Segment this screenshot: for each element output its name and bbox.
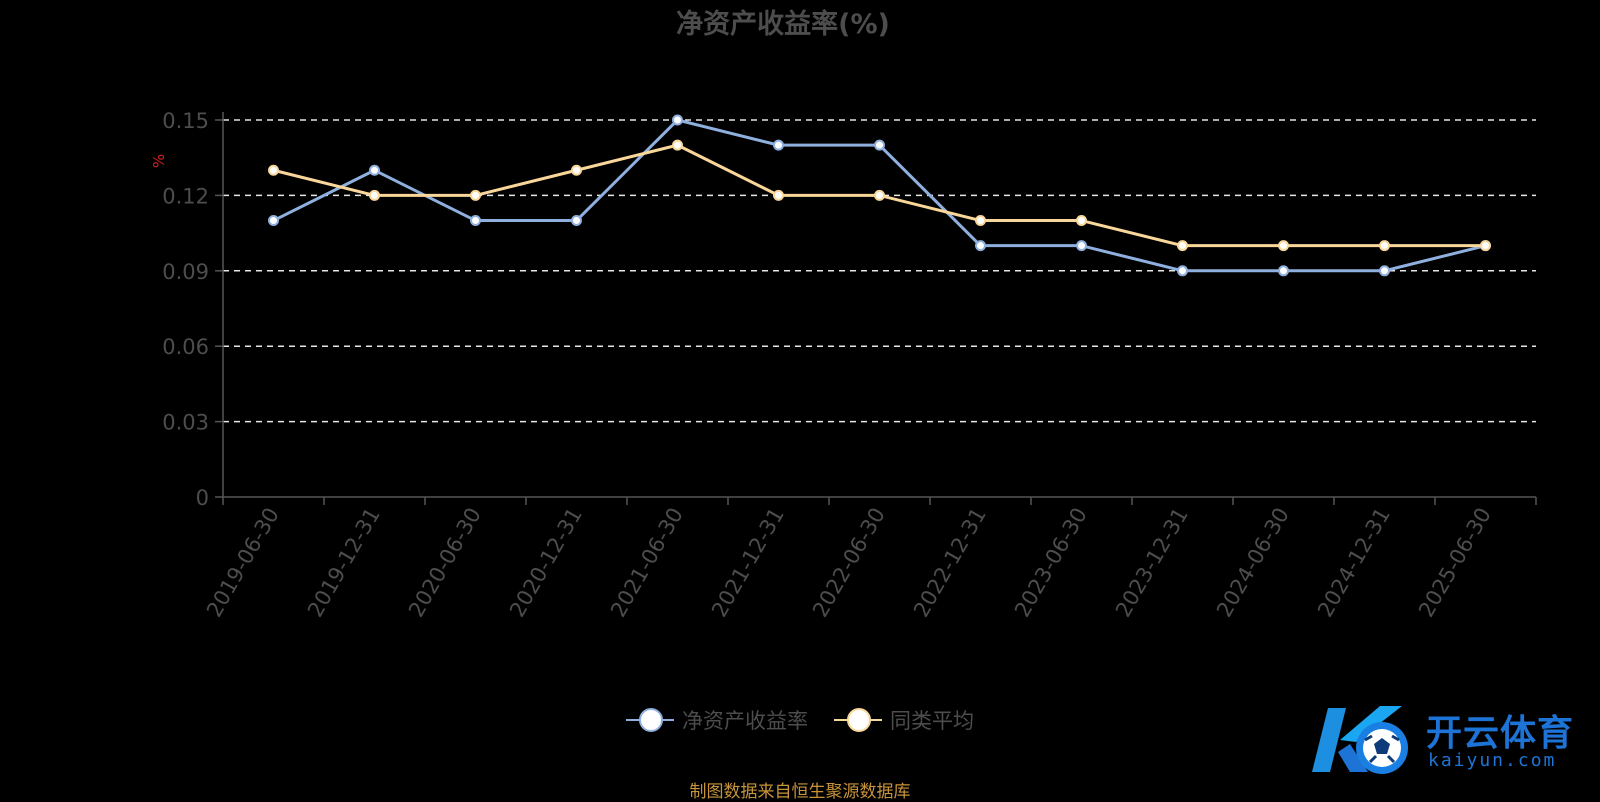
data-source-note: 制图数据来自恒生聚源数据库 [689,782,911,802]
data-point[interactable] [470,215,481,227]
x-tick-label: 2025-06-30 [1414,504,1496,622]
legend-label-peer-average: 同类平均 [890,709,974,733]
y-tick-label: 0.06 [162,335,209,359]
data-point[interactable] [975,240,986,252]
watermark: 开云体育 kaiyun.com [1310,700,1595,780]
series-peer-average [268,139,1491,252]
data-point[interactable] [874,139,885,151]
data-point[interactable] [874,189,885,201]
data-point[interactable] [773,139,784,151]
x-tick-label: 2023-06-30 [1010,504,1092,622]
x-tick-label: 2021-06-30 [606,504,688,622]
y-tick-label: 0.09 [162,260,209,284]
data-point[interactable] [1076,215,1087,227]
data-point[interactable] [1278,240,1289,252]
data-point[interactable] [571,215,582,227]
y-axis-unit-label: % [150,154,168,168]
x-tick-label: 2020-12-31 [505,504,587,622]
x-tick-label: 2023-12-31 [1111,504,1193,622]
data-point[interactable] [571,164,582,176]
legend-marker-peer-average [834,707,882,733]
x-tick-label: 2024-12-31 [1313,504,1395,622]
data-point[interactable] [1177,265,1188,277]
x-tick-label: 2022-12-31 [909,504,991,622]
series-roe [268,114,1491,277]
legend-label-roe: 净资产收益率 [682,709,808,733]
chart-title: 净资产收益率(%) [676,8,890,40]
data-point[interactable] [1480,240,1491,252]
data-point[interactable] [1278,265,1289,277]
data-point[interactable] [268,215,279,227]
line-chart: 净资产收益率(%) % 0 0.03 0.06 0.09 0.12 0.15 2019-06… [150,8,1537,622]
legend-item-roe[interactable]: 净资产收益率 [626,705,808,735]
x-tick-label: 2024-06-30 [1212,504,1294,622]
y-tick-label: 0.12 [162,184,209,208]
x-tick-label: 2019-12-31 [303,504,385,622]
data-point[interactable] [1379,265,1390,277]
x-tick-label: 2019-06-30 [202,504,284,622]
x-tick-label: 2021-12-31 [707,504,789,622]
legend-item-peer-average[interactable]: 同类平均 [834,705,974,735]
data-point[interactable] [975,215,986,227]
y-tick-label: 0.03 [162,411,209,435]
data-point[interactable] [1076,240,1087,252]
data-point[interactable] [773,189,784,201]
data-point[interactable] [369,164,380,176]
kaiyun-logo-icon [1312,706,1408,774]
legend-marker-roe [626,707,674,733]
x-tick-label: 2022-06-30 [808,504,890,622]
x-tick-label: 2020-06-30 [404,504,486,622]
watermark-brand-en: kaiyun.com [1428,750,1557,771]
data-point[interactable] [1379,240,1390,252]
data-point[interactable] [672,139,683,151]
watermark-brand-cn: 开云体育 [1426,713,1575,754]
data-point[interactable] [470,189,481,201]
data-point[interactable] [1177,240,1188,252]
data-point[interactable] [268,164,279,176]
y-tick-label: 0 [196,486,209,510]
chart-legend: 净资产收益率 同类平均 [0,700,1600,740]
data-point[interactable] [369,189,380,201]
data-point[interactable] [672,114,683,126]
y-tick-label: 0.15 [162,109,209,133]
